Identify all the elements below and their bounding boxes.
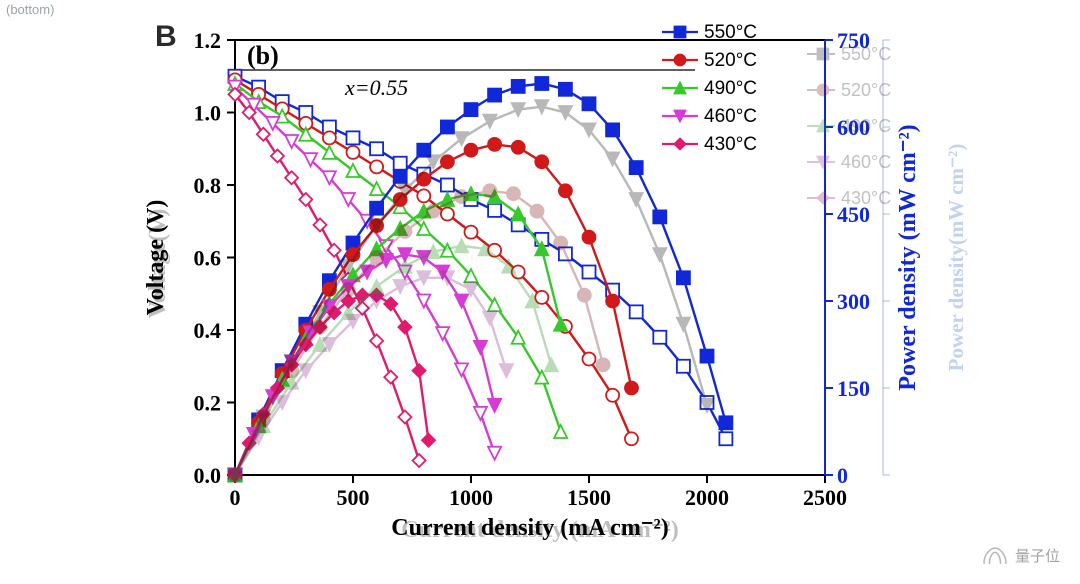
svg-text:0: 0 <box>837 463 848 488</box>
svg-text:550°C: 550°C <box>704 22 757 43</box>
caption-fragment: (bottom) <box>6 2 54 17</box>
svg-text:0: 0 <box>230 485 241 510</box>
svg-text:150: 150 <box>837 376 870 401</box>
svg-text:300: 300 <box>837 289 870 314</box>
svg-text:Voltage (V): Voltage (V) <box>143 200 169 316</box>
svg-text:1000: 1000 <box>449 485 493 510</box>
svg-text:460°C: 460°C <box>704 106 757 127</box>
svg-text:0.0: 0.0 <box>194 463 222 488</box>
svg-text:1.2: 1.2 <box>194 28 222 53</box>
svg-text:Current density (mA cm⁻²): Current density (mA cm⁻²) <box>391 515 668 541</box>
svg-text:430°C: 430°C <box>841 188 891 208</box>
svg-text:Power density(mW cm⁻²): Power density(mW cm⁻²) <box>944 144 968 372</box>
svg-text:1.0: 1.0 <box>194 101 222 126</box>
svg-text:0.8: 0.8 <box>194 173 222 198</box>
svg-text:x=0.55: x=0.55 <box>344 75 408 100</box>
svg-text:Power density (mW cm⁻²): Power density (mW cm⁻²) <box>895 124 921 390</box>
svg-text:0.4: 0.4 <box>194 318 222 343</box>
svg-text:550°C: 550°C <box>841 44 891 64</box>
svg-text:1500: 1500 <box>567 485 611 510</box>
svg-text:(b): (b) <box>247 41 279 70</box>
svg-text:0.6: 0.6 <box>194 246 222 271</box>
svg-text:520°C: 520°C <box>841 80 891 100</box>
svg-text:430°C: 430°C <box>704 134 757 155</box>
svg-text:460°C: 460°C <box>841 152 891 172</box>
svg-text:490°C: 490°C <box>841 116 891 136</box>
svg-text:520°C: 520°C <box>704 50 757 71</box>
svg-text:490°C: 490°C <box>704 78 757 99</box>
svg-text:2500: 2500 <box>803 485 847 510</box>
legend: 550°C 520°C 490°C 460°C 430°C <box>662 22 757 155</box>
svg-text:2000: 2000 <box>685 485 729 510</box>
fuelcell-chart: 05001000150020002500Current density (mA … <box>130 10 990 550</box>
svg-text:500: 500 <box>337 485 370 510</box>
svg-text:0.2: 0.2 <box>194 391 222 416</box>
source-watermark: 量子位 <box>981 544 1060 566</box>
legend-ghost: 550°C 520°C 490°C 460°C 430°C <box>807 44 891 208</box>
watermark-text: 量子位 <box>1015 545 1060 566</box>
